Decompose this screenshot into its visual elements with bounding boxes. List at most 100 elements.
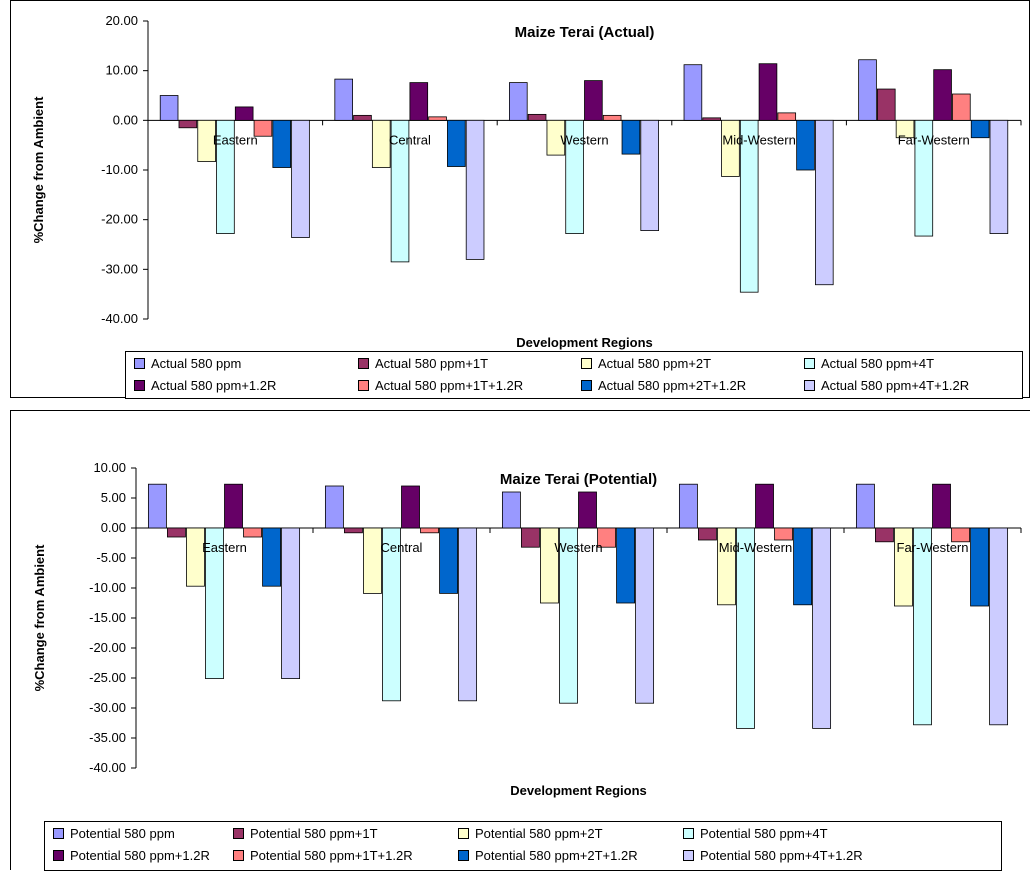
legend-label: Actual 580 ppm+1T (375, 355, 489, 371)
legend-item: Actual 580 ppm+2T+1.2R (581, 378, 746, 393)
legend-item: Actual 580 ppm+4T+1.2R (804, 378, 969, 393)
y-tick-label: -40.00 (101, 311, 138, 326)
y-axis-title: %Change from Ambient (31, 96, 46, 244)
bar-potential-580-ppm-1t-1-2r-western (597, 527, 616, 548)
y-tick-label: 5.00 (101, 490, 126, 505)
bar-actual-580-ppm-1t-1-2r-eastern (253, 119, 273, 137)
bar-actual-580-ppm-2t-1-2r-mid-western (796, 119, 815, 171)
bar-potential-580-ppm-1-2r-central (401, 485, 420, 529)
bar-actual-580-ppm-far-western (858, 59, 877, 121)
legend-label: Potential 580 ppm+4T (700, 825, 828, 841)
bar-actual-580-ppm-2t-far-western (895, 119, 915, 139)
y-tick-label: -15.00 (89, 610, 126, 625)
bar-actual-580-ppm-4t-1-2r-far-western (989, 119, 1009, 234)
bar-actual-580-ppm-1t-western (527, 113, 547, 121)
bar-potential-580-ppm-1t-mid-western (698, 527, 717, 541)
bar-actual-580-ppm-2t-central (371, 119, 391, 168)
y-tick-label: -5.00 (96, 550, 126, 565)
bar-potential-580-ppm-4t-mid-western (736, 527, 755, 729)
legend-row: Potential 580 ppm+1.2R Potential 580 ppm+… (45, 844, 1001, 866)
bar-actual-580-ppm-4t-far-western (914, 119, 934, 237)
legend-row: Potential 580 ppm Potential 580 ppm+1T Pot… (45, 822, 1001, 844)
actual-chart-svg: 20.00 10.00 0.00 -10.00 -20.00 -30.00 -40.00 Ea… (31, 13, 1022, 350)
legend-item: Actual 580 ppm (134, 356, 241, 371)
chart-title: Maize Terai (Potential) (500, 471, 657, 488)
bar-potential-580-ppm-4t-1-2r-eastern (281, 527, 301, 680)
bar-potential-580-ppm-4t-central (382, 527, 401, 702)
legend-item: Actual 580 ppm+1.2R (134, 378, 276, 393)
category-label: Mid-Western (719, 540, 792, 555)
y-axis-title: %Change from Ambient (32, 544, 47, 692)
bar-actual-580-ppm-mid-western (683, 64, 703, 121)
bar-potential-580-ppm-4t-1-2r-western (635, 527, 655, 704)
bar-actual-580-ppm-4t-eastern (216, 119, 235, 234)
bar-potential-580-ppm-4t-eastern (205, 527, 224, 680)
y-tick-label: -35.00 (89, 730, 126, 745)
legend-item: Potential 580 ppm+2T+1.2R (458, 848, 638, 863)
y-tick-label: -40.00 (89, 760, 126, 775)
category-label: Eastern (213, 132, 258, 147)
legend-item: Actual 580 ppm+1T+1.2R (358, 378, 523, 393)
legend-item: Potential 580 ppm+1T (233, 826, 378, 841)
bar-potential-580-ppm-western (501, 491, 521, 529)
legend-label: Potential 580 ppm+1.2R (70, 847, 210, 863)
bar-potential-580-ppm-1-2r-mid-western (755, 483, 774, 529)
bar-potential-580-ppm-1t-far-western (875, 527, 894, 543)
legend-label: Potential 580 ppm+2T+1.2R (475, 847, 638, 863)
bar-potential-580-ppm-2t-1-2r-central (439, 527, 458, 594)
y-tick-label: 10.00 (105, 63, 138, 78)
bar-actual-580-ppm-4t-1-2r-eastern (291, 119, 310, 238)
legend-swatch (358, 357, 369, 369)
legend-label: Actual 580 ppm (151, 355, 242, 371)
legend-item: Potential 580 ppm+4T (683, 826, 828, 841)
legend-swatch (804, 379, 815, 391)
bar-potential-580-ppm-4t-far-western (913, 527, 932, 726)
category-label: Central (389, 132, 431, 147)
bar-actual-580-ppm-1t-eastern (178, 119, 198, 129)
chart-title: Maize Terai (Actual) (515, 24, 655, 41)
bar-actual-580-ppm-4t-1-2r-western (640, 119, 659, 231)
bar-actual-580-ppm-1t-1-2r-western (602, 114, 622, 121)
bar-actual-580-ppm-1t-1-2r-far-western (952, 93, 971, 121)
bar-actual-580-ppm-1-2r-far-western (933, 69, 952, 121)
actual-chart-legend: Actual 580 ppm Actual 580 ppm+1T Actual 58… (125, 351, 1023, 399)
bar-potential-580-ppm-1t-central (344, 527, 363, 534)
bar-actual-580-ppm-1t-far-western (876, 88, 896, 121)
bar-potential-580-ppm-4t-1-2r-far-western (989, 527, 1009, 726)
bar-actual-580-ppm-1t-mid-western (702, 117, 721, 121)
bar-potential-580-ppm-central (324, 485, 344, 529)
legend-swatch (53, 827, 64, 839)
bar-actual-580-ppm-2t-1-2r-central (447, 119, 466, 167)
bar-actual-580-ppm-2t-eastern (197, 119, 216, 162)
legend-swatch (804, 357, 815, 369)
bar-actual-580-ppm-4t-1-2r-central (465, 119, 485, 260)
legend-label: Potential 580 ppm+1T+1.2R (250, 847, 413, 863)
bar-actual-580-ppm-1-2r-western (584, 80, 603, 121)
bar-potential-580-ppm-1t-1-2r-far-western (951, 527, 970, 543)
bar-potential-580-ppm-2t-1-2r-far-western (970, 527, 989, 607)
legend-item: Potential 580 ppm+4T+1.2R (683, 848, 863, 863)
legend-label: Actual 580 ppm+1.2R (151, 377, 277, 393)
legend-item: Potential 580 ppm+2T (458, 826, 603, 841)
bar-actual-580-ppm-1-2r-eastern (234, 106, 254, 121)
legend-swatch (53, 849, 64, 861)
legend-label: Potential 580 ppm+4T+1.2R (700, 847, 863, 863)
bar-actual-580-ppm-2t-1-2r-western (621, 119, 641, 155)
bar-potential-580-ppm-1t-western (521, 527, 540, 548)
potential-chart-legend: Potential 580 ppm Potential 580 ppm+1T Pot… (44, 821, 1002, 871)
legend-label: Actual 580 ppm+1T+1.2R (375, 377, 524, 393)
legend-label: Actual 580 ppm+4T (821, 355, 935, 371)
legend-swatch (134, 379, 145, 391)
legend-swatch (683, 827, 694, 839)
legend-label: Potential 580 ppm+2T (475, 825, 603, 841)
y-tick-label: -20.00 (101, 212, 138, 227)
bar-actual-580-ppm-2t-western (546, 119, 566, 156)
bar-potential-580-ppm-mid-western (678, 483, 698, 529)
category-label: Far-Western (898, 132, 970, 147)
category-label: Western (560, 132, 608, 147)
bar-actual-580-ppm-4t-central (390, 119, 410, 263)
bar-actual-580-ppm-2t-1-2r-far-western (970, 119, 990, 139)
bar-potential-580-ppm-2t-mid-western (717, 527, 736, 606)
y-tick-label: 20.00 (105, 13, 138, 28)
legend-swatch (458, 849, 469, 861)
